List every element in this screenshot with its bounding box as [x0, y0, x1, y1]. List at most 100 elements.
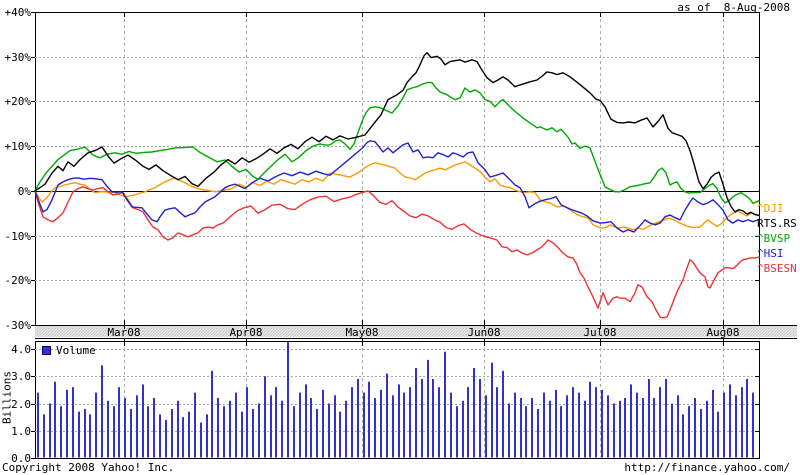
- volume-bar: [66, 389, 68, 458]
- volume-bar: [537, 408, 539, 458]
- series-line-dji: [34, 161, 760, 231]
- volume-bar: [653, 398, 655, 458]
- source-url-label: http://finance.yahoo.com/: [624, 461, 790, 474]
- volume-bar: [113, 406, 115, 458]
- volume-bar: [153, 398, 155, 458]
- volume-bar: [200, 422, 202, 458]
- volume-bar: [729, 384, 731, 458]
- volume-bar: [572, 387, 574, 458]
- percent-tick-label: -10%: [4, 230, 32, 243]
- volume-bar: [49, 403, 51, 458]
- volume-bar: [194, 392, 196, 458]
- volume-bar: [60, 406, 62, 458]
- percent-tick-label: -30%: [4, 319, 32, 332]
- volume-bar: [624, 398, 626, 458]
- volume-bar: [555, 389, 557, 458]
- volume-bar: [677, 395, 679, 458]
- volume-bar: [287, 342, 289, 458]
- volume-bar: [543, 392, 545, 458]
- volume-bar: [613, 403, 615, 458]
- series-line-rtsrs: [34, 52, 760, 217]
- volume-bar: [177, 400, 179, 458]
- volume-bar: [479, 378, 481, 458]
- copyright-label: Copyright 2008 Yahoo! Inc.: [2, 461, 175, 474]
- legend-item-bvsp: ^BVSP: [757, 232, 791, 245]
- volume-bar: [89, 414, 91, 458]
- volume-bar: [462, 400, 464, 458]
- volume-bar: [316, 408, 318, 458]
- volume-bar: [398, 384, 400, 458]
- volume-bar: [78, 411, 80, 458]
- volume-bar: [549, 400, 551, 458]
- volume-legend-swatch-icon: [42, 346, 51, 355]
- volume-bar: [427, 359, 429, 458]
- volume-bar: [142, 384, 144, 458]
- month-label: May08: [345, 326, 379, 339]
- as-of-date-label: as of 8-Aug-2008: [677, 1, 790, 14]
- volume-bar: [496, 387, 498, 458]
- volume-bar: [101, 365, 103, 458]
- volume-tick-label: 3.0: [11, 370, 31, 383]
- volume-bar: [182, 417, 184, 458]
- volume-bar: [694, 398, 696, 458]
- volume-bar: [334, 395, 336, 458]
- volume-bar: [595, 387, 597, 458]
- volume-axis-title: Billions: [0, 371, 14, 424]
- volume-bar: [223, 406, 225, 458]
- volume-bar: [473, 368, 475, 458]
- volume-bar: [607, 395, 609, 458]
- volume-tick-label: 4.0: [11, 343, 31, 356]
- volume-bar: [147, 406, 149, 458]
- month-label: Mar08: [107, 326, 141, 339]
- volume-bar: [252, 408, 254, 458]
- volume-bar: [752, 392, 754, 458]
- volume-bar: [130, 408, 132, 458]
- volume-bar: [275, 387, 277, 458]
- volume-bar: [206, 414, 208, 458]
- volume-bar: [706, 400, 708, 458]
- volume-bar: [299, 392, 301, 458]
- volume-bar: [124, 398, 126, 458]
- month-label: Aug08: [706, 326, 740, 339]
- legend-item-rtsrs: RTS.RS: [757, 217, 797, 230]
- volume-bar: [746, 378, 748, 458]
- month-label: Jul08: [583, 326, 617, 339]
- percent-tick-label: +30%: [4, 51, 32, 64]
- volume-bar: [717, 411, 719, 458]
- volume-bar: [456, 406, 458, 458]
- volume-bar: [159, 414, 161, 458]
- legend-item-dji: ^DJI: [757, 202, 784, 215]
- volume-bar: [450, 392, 452, 458]
- percent-tick-label: +10%: [4, 140, 32, 153]
- month-label: Jun08: [467, 326, 501, 339]
- series-line-bvsp: [34, 81, 760, 205]
- volume-bar: [508, 403, 510, 458]
- volume-tick-label: 2.0: [11, 398, 31, 411]
- volume-bar: [531, 398, 533, 458]
- volume-bar: [211, 370, 213, 458]
- volume-bar: [723, 392, 725, 458]
- volume-bar: [642, 398, 644, 458]
- month-label: Apr08: [229, 326, 263, 339]
- volume-bar: [363, 392, 365, 458]
- month-band: [35, 326, 797, 337]
- volume-bar: [258, 403, 260, 458]
- volume-bar: [525, 406, 527, 458]
- series-line-bsesn: [34, 186, 760, 319]
- volume-bar: [351, 387, 353, 458]
- percent-tick-label: -20%: [4, 274, 32, 287]
- volume-bar: [37, 392, 39, 458]
- volume-bar: [636, 392, 638, 458]
- volume-bar: [560, 406, 562, 458]
- volume-bar: [310, 398, 312, 458]
- volume-tick-label: 0.0: [11, 452, 31, 465]
- percent-tick-label: +40%: [4, 6, 32, 19]
- volume-bar: [270, 395, 272, 458]
- volume-bar: [648, 378, 650, 458]
- volume-bar: [305, 384, 307, 458]
- volume-legend-label: Volume: [56, 344, 96, 357]
- volume-bar: [682, 414, 684, 458]
- volume-bar: [403, 392, 405, 458]
- percent-tick-label: +20%: [4, 95, 32, 108]
